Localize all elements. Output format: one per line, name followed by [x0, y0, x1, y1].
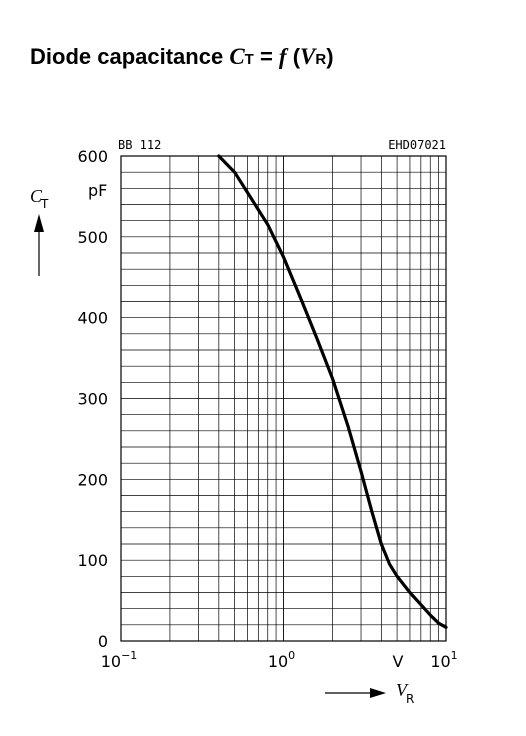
- heading-ct-symbol: C: [229, 44, 245, 69]
- x-axis-subscript: R: [406, 692, 414, 706]
- heading-vr-subscript: R: [315, 51, 327, 68]
- y-tick-labels: 0 100 200 300 400 500 600: [77, 147, 108, 651]
- heading-ct-subscript: T: [244, 51, 254, 68]
- heading-prefix: Diode capacitance: [30, 44, 230, 69]
- x-unit-label: V: [393, 652, 404, 671]
- figure-code: EHD07021: [388, 138, 446, 152]
- grid: [121, 156, 446, 641]
- y-tick-label: 100: [77, 551, 108, 570]
- part-label: BB 112: [118, 138, 161, 152]
- x-tick-label: 101: [430, 649, 457, 671]
- chart-heading: Diode capacitance CT = f (VR): [30, 44, 334, 70]
- y-tick-label: 400: [77, 309, 108, 328]
- x-tick-label: 10−1: [101, 649, 138, 671]
- y-axis-symbol: C: [30, 186, 43, 206]
- y-tick-label: 0: [98, 632, 108, 651]
- x-tick-label: 100: [268, 649, 295, 671]
- x-axis-symbol: V: [396, 680, 409, 700]
- heading-f-symbol: f: [278, 44, 287, 69]
- heading-open-paren: (: [286, 44, 301, 69]
- y-axis-arrow-head: [34, 214, 44, 232]
- heading-equals: =: [253, 44, 279, 69]
- y-tick-label: 300: [77, 390, 108, 409]
- x-axis-arrow-head: [370, 688, 386, 698]
- x-tick-labels: 10−1 100 101: [101, 649, 458, 671]
- y-tick-label: 200: [77, 470, 108, 489]
- capacitance-curve: [217, 154, 448, 629]
- y-tick-label: 500: [77, 228, 108, 247]
- y-unit-label: pF: [88, 181, 107, 200]
- y-axis-subscript: T: [40, 197, 49, 211]
- y-tick-label: 600: [77, 147, 108, 166]
- heading-vr-symbol: V: [300, 44, 316, 69]
- plot-frame: [120, 155, 447, 642]
- heading-close-paren: ): [326, 44, 334, 69]
